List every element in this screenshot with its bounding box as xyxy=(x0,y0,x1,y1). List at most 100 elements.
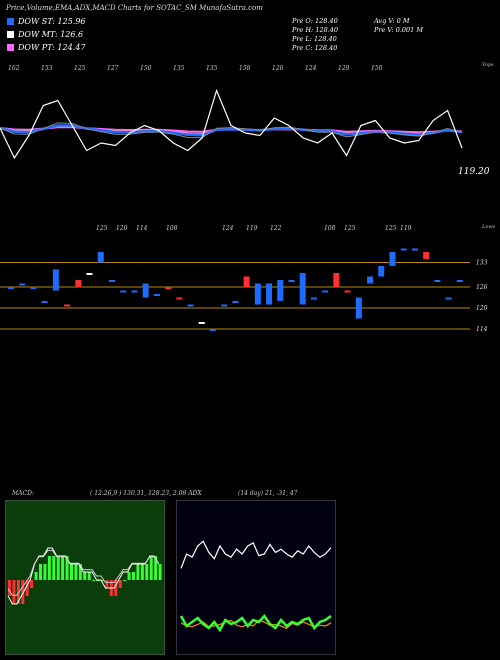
tops-tick-1: 153 xyxy=(41,65,53,72)
macd-panel xyxy=(5,500,165,655)
candle-14 xyxy=(165,287,172,289)
lows-tick-10: 119 xyxy=(400,225,412,232)
candle-1 xyxy=(19,283,26,286)
candle-32 xyxy=(367,276,374,284)
candle-23 xyxy=(266,283,273,305)
tops-tick-3: 127 xyxy=(107,65,119,72)
tops-tick-7: 158 xyxy=(239,65,251,72)
adx-line-2 xyxy=(179,614,332,633)
legend-dow-pt: DOW PT: 124.47 xyxy=(7,43,85,52)
price-line xyxy=(0,88,463,160)
candle-5 xyxy=(64,304,71,307)
candle-36 xyxy=(411,248,418,251)
macd-bar-6 xyxy=(34,572,38,580)
macd-bar-9 xyxy=(47,556,51,580)
lows-tick-labels: 125 120 114 108 124 119 122 108 125 125 119 xyxy=(96,225,412,232)
macd-bar-8 xyxy=(43,564,47,580)
candle-10 xyxy=(120,290,127,293)
candle-18 xyxy=(209,329,216,331)
macd-line xyxy=(7,547,160,605)
macd-bar-15 xyxy=(74,564,78,580)
level-label-1: 126 xyxy=(476,284,488,291)
candle-0 xyxy=(8,287,14,289)
candle-29 xyxy=(333,273,340,287)
macd-bar-27 xyxy=(127,572,131,580)
prev-high: Pre H: 128.40 xyxy=(292,26,339,34)
lows-tick-5: 119 xyxy=(246,225,258,232)
candle-19 xyxy=(221,304,228,307)
macd-histogram xyxy=(8,556,162,604)
legend-dow-st: DOW ST: 125.96 xyxy=(7,17,86,26)
macd-bar-7 xyxy=(39,564,42,580)
lows-tick-3: 108 xyxy=(166,225,178,232)
candle-11 xyxy=(131,290,138,293)
macd-bar-2 xyxy=(16,580,20,604)
macd-bar-4 xyxy=(25,580,29,596)
level-label-0: 133 xyxy=(476,260,488,267)
legend-swatch-blue xyxy=(7,18,14,25)
candle-25 xyxy=(288,280,295,282)
candle-20 xyxy=(232,301,239,303)
candle-15 xyxy=(176,297,183,300)
macd-label: MACD: xyxy=(12,490,34,497)
candle-34 xyxy=(389,252,396,266)
lows-label: Lows xyxy=(481,224,496,230)
candle-39 xyxy=(445,297,452,300)
candle-28 xyxy=(322,290,329,293)
macd-bar-28 xyxy=(132,572,135,580)
candle-17 xyxy=(198,322,205,324)
candle-35 xyxy=(400,248,407,251)
adx-line-1 xyxy=(180,619,332,630)
tops-tick-0: 162 xyxy=(8,65,20,72)
macd-bar-24 xyxy=(114,580,118,596)
macd-bar-11 xyxy=(56,556,60,580)
lows-tick-7: 108 xyxy=(324,225,336,232)
candle-7 xyxy=(86,273,93,275)
macd-bar-18 xyxy=(87,572,91,580)
prev-volume: Pre V: 0.001 M xyxy=(374,26,424,34)
candle-2 xyxy=(30,287,37,289)
tops-tick-8: 126 xyxy=(272,65,284,72)
price-levels: 133 126 120 114 xyxy=(0,260,488,333)
prev-low: Pre L: 128.40 xyxy=(292,35,337,43)
candle-31 xyxy=(355,297,362,319)
tops-tick-4: 150 xyxy=(140,65,152,72)
candle-8 xyxy=(97,252,104,263)
macd-bar-21 xyxy=(101,580,104,581)
ema-price-chart: Tops 162 153 125 127 150 135 135 158 126 124 129 15… xyxy=(0,62,494,177)
macd-signal-line xyxy=(7,549,160,596)
macd-bar-14 xyxy=(70,564,73,580)
avg-volume: Avg V: 0 M xyxy=(374,17,410,25)
chart-title: Price,Volume,EMA,ADX,MACD Charts for SOT… xyxy=(6,4,263,12)
candle-4 xyxy=(52,269,59,291)
lows-tick-0: 125 xyxy=(96,225,108,232)
macd-bar-26 xyxy=(123,580,127,581)
macd-bar-29 xyxy=(136,564,140,580)
candle-16 xyxy=(187,304,194,307)
tops-tick-6: 135 xyxy=(206,65,218,72)
macd-lines xyxy=(7,547,160,605)
candles xyxy=(8,248,463,331)
candle-26 xyxy=(299,273,306,305)
candle-40 xyxy=(456,280,463,282)
tops-tick-9: 124 xyxy=(305,65,317,72)
candle-27 xyxy=(310,297,317,300)
tops-tick-11: 150 xyxy=(371,65,383,72)
candle-3 xyxy=(41,301,48,303)
tops-label: Tops xyxy=(482,62,494,68)
candle-21 xyxy=(243,276,250,287)
adx-lines xyxy=(179,540,332,633)
lows-tick-9: 125 xyxy=(385,225,397,232)
macd-bar-10 xyxy=(52,556,56,580)
macd-bar-5 xyxy=(30,580,34,588)
candle-12 xyxy=(142,283,149,298)
tops-tick-5: 135 xyxy=(173,65,185,72)
candle-37 xyxy=(423,252,430,259)
macd-bar-31 xyxy=(145,564,149,580)
candle-9 xyxy=(108,280,115,282)
macd-bar-34 xyxy=(158,564,162,580)
adx-panel xyxy=(176,500,336,655)
candlestick-chart: Lows 125 120 114 108 124 119 122 108 125 125 119 1… xyxy=(0,224,496,333)
macd-bar-0 xyxy=(8,580,11,596)
macd-bar-32 xyxy=(149,556,153,580)
